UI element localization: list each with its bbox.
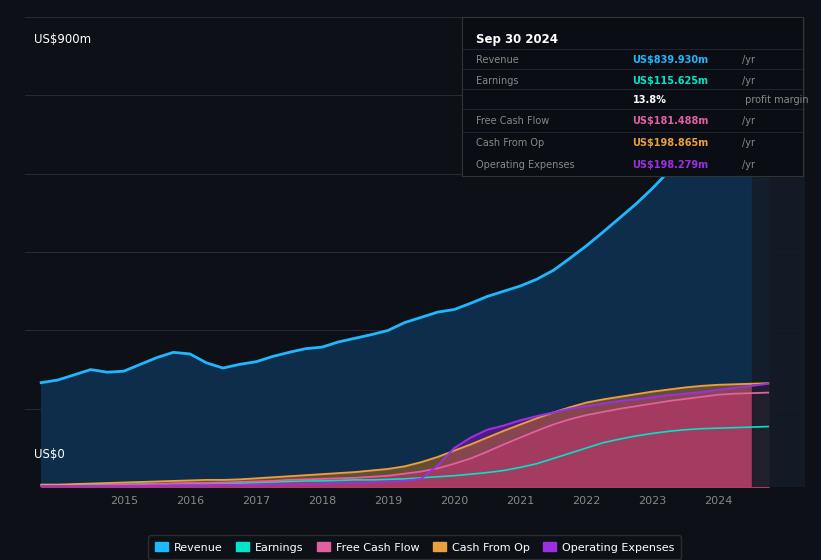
Text: US$181.488m: US$181.488m bbox=[632, 115, 709, 125]
Text: US$900m: US$900m bbox=[34, 33, 91, 46]
Text: Earnings: Earnings bbox=[476, 76, 518, 86]
Text: profit margin: profit margin bbox=[741, 95, 808, 105]
Text: Cash From Op: Cash From Op bbox=[476, 138, 544, 148]
Text: Sep 30 2024: Sep 30 2024 bbox=[476, 32, 557, 46]
Legend: Revenue, Earnings, Free Cash Flow, Cash From Op, Operating Expenses: Revenue, Earnings, Free Cash Flow, Cash … bbox=[149, 535, 681, 559]
Text: Free Cash Flow: Free Cash Flow bbox=[476, 115, 549, 125]
Text: /yr: /yr bbox=[741, 55, 754, 65]
Text: US$0: US$0 bbox=[34, 449, 65, 461]
Text: US$839.930m: US$839.930m bbox=[632, 55, 709, 65]
Text: /yr: /yr bbox=[741, 138, 754, 148]
Bar bbox=[752, 17, 805, 487]
Text: /yr: /yr bbox=[741, 115, 754, 125]
Text: /yr: /yr bbox=[741, 160, 754, 170]
Text: US$115.625m: US$115.625m bbox=[632, 76, 709, 86]
Text: /yr: /yr bbox=[741, 76, 754, 86]
Text: Operating Expenses: Operating Expenses bbox=[476, 160, 575, 170]
Text: Revenue: Revenue bbox=[476, 55, 519, 65]
Text: US$198.279m: US$198.279m bbox=[632, 160, 709, 170]
Text: US$198.865m: US$198.865m bbox=[632, 138, 709, 148]
Text: 13.8%: 13.8% bbox=[632, 95, 667, 105]
